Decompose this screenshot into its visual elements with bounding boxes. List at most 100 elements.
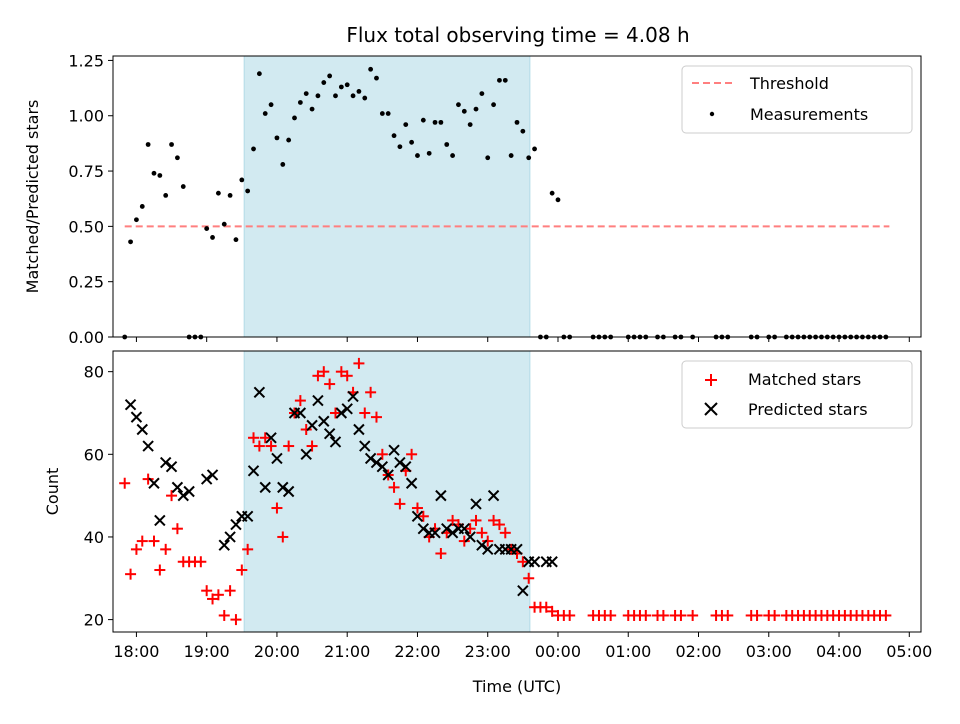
predicted-star-point (159, 456, 172, 469)
measurement-point (549, 190, 555, 196)
predicted-star-point (177, 489, 189, 502)
predicted-star-point (224, 531, 236, 543)
predicted-star-point (335, 407, 348, 419)
predicted-x-b (224, 531, 236, 543)
x-tick-label: 20:00 (254, 642, 300, 661)
predicted-x-b (312, 394, 324, 407)
matched-star-point (675, 609, 687, 621)
predicted-x-b (294, 407, 307, 419)
predicted-x-b (511, 543, 523, 556)
matched-star-point (464, 523, 476, 535)
predicted-star-point (271, 452, 283, 465)
measurement-point (338, 84, 344, 90)
predicted-star-point (259, 481, 271, 494)
measurement-point (415, 153, 420, 158)
count-panel: 20 40 60 80 18:00 19:00 20:00 21:00 22:00 23:00 0… (43, 350, 932, 696)
matched-star-point (546, 605, 558, 617)
predicted-star-point (300, 448, 312, 461)
matched-star-point (605, 609, 617, 621)
predicted-x-b (441, 522, 453, 535)
x-tick-label: 02:00 (675, 642, 721, 661)
predicted-x-b (464, 531, 476, 543)
predicted-x-b (159, 456, 172, 469)
y-tick-label: 1.00 (68, 107, 104, 126)
predicted-star-point (376, 460, 389, 473)
matched-star-point (136, 535, 148, 547)
predicted-x-b (259, 481, 271, 494)
matched-star-point (283, 440, 295, 452)
count-y-axis-label: Count (43, 468, 62, 516)
matched-star-point (142, 473, 154, 485)
measurement-point (128, 239, 133, 245)
matched-legend-label: Matched stars (748, 370, 861, 389)
measurement-point (356, 89, 362, 94)
matched-star-point (435, 547, 447, 559)
measurement-point (315, 93, 321, 99)
predicted-x-b (136, 423, 148, 436)
predicted-x-b (364, 452, 377, 465)
measurement-point (274, 135, 280, 141)
predicted-star-point (464, 531, 476, 543)
y-tick-label: 0.00 (68, 328, 104, 347)
predicted-star-point (511, 543, 523, 556)
matched-star-point (265, 440, 277, 452)
measurement-point (520, 128, 526, 134)
predicted-star-point (546, 556, 558, 568)
matched-star-point (300, 424, 312, 436)
measurement-point (432, 119, 438, 125)
matched-star-point (253, 440, 265, 452)
measurement-point (456, 102, 461, 108)
measurement-point (491, 102, 496, 108)
predicted-x-b (376, 460, 389, 473)
matched-star-point (236, 564, 248, 576)
predicted-star-point (417, 522, 430, 535)
chart-title: Flux total observing time = 4.08 h (346, 23, 689, 47)
predicted-star-point (382, 469, 394, 481)
predicted-x-b (277, 481, 289, 494)
matched-star-point (324, 378, 336, 390)
predicted-star-point (154, 514, 166, 527)
y-tick-label: 0.50 (68, 217, 104, 236)
count-legend: Matched stars Predicted stars (681, 360, 913, 429)
matched-star-point (318, 366, 330, 378)
y-tick-label: 20 (84, 611, 104, 630)
measurement-point (251, 146, 256, 152)
measurement-point (374, 75, 379, 81)
predicted-x-b (394, 456, 406, 469)
x-tick-label: 05:00 (886, 642, 932, 661)
matched-star-point (171, 523, 183, 535)
measurement-point (262, 111, 268, 116)
y-tick-label: 1.25 (68, 51, 104, 70)
predicted-star-point (400, 460, 412, 473)
predicted-x-b (183, 485, 195, 498)
predicted-x-b (323, 427, 336, 440)
measurement-point (163, 192, 169, 198)
measurement-point (151, 170, 157, 176)
matched-star-point (160, 543, 172, 555)
measurement-point (245, 188, 251, 194)
measurement-point (227, 192, 233, 198)
matched-star-point (394, 498, 406, 510)
predicted-star-point (482, 543, 494, 556)
matched-star-point (277, 531, 289, 543)
predicted-x-b (154, 514, 166, 527)
predicted-x-b (359, 440, 371, 452)
matched-star-point (493, 519, 505, 531)
predicted-star-point (206, 469, 219, 481)
matched-star-point (271, 502, 283, 514)
measurement-point (420, 117, 426, 123)
ratio-x-ticks (135, 337, 910, 342)
ratio-y-ticks: 0.00 0.25 0.50 0.75 1.00 1.25 (68, 51, 113, 347)
predicted-x-b (528, 556, 541, 568)
predicted-x-b (411, 510, 424, 523)
matched-star-point (687, 609, 699, 621)
matched-star-point (294, 395, 306, 407)
matched-star-point (370, 411, 382, 423)
count-shaded-span (243, 350, 531, 633)
measurement-point (139, 204, 145, 209)
predicted-x-b (546, 556, 558, 568)
measurement-point (461, 108, 467, 114)
predicted-x-b (130, 411, 143, 423)
matched-star-point (207, 593, 219, 605)
y-tick-label: 60 (84, 445, 104, 464)
